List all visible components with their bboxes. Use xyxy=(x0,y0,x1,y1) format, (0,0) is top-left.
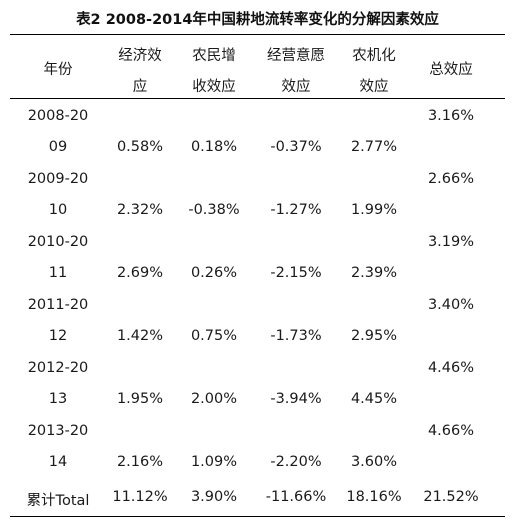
row-econ-effect: 2.69% xyxy=(116,265,164,281)
row-year-start: 2008-20 xyxy=(27,108,89,124)
row-will-effect: -1.73% xyxy=(270,328,322,344)
summary-mech: 18.16% xyxy=(346,489,402,505)
row-total-effect: 3.19% xyxy=(427,234,475,250)
row-year-start: 2010-20 xyxy=(27,234,89,250)
row-year-end: 13 xyxy=(48,391,68,407)
row-mech-effect: 3.60% xyxy=(350,454,398,470)
row-total-effect: 3.16% xyxy=(427,108,475,124)
row-econ-effect: 2.32% xyxy=(116,202,164,218)
row-farmer-effect: 0.75% xyxy=(190,328,238,344)
row-mech-effect: 2.39% xyxy=(350,265,398,281)
row-econ-effect: 2.16% xyxy=(116,454,164,470)
row-econ-effect: 0.58% xyxy=(116,139,164,155)
table-caption: 表2 2008-2014年中国耕地流转率变化的分解因素效应 xyxy=(76,12,439,28)
summary-will: -11.66% xyxy=(265,489,327,505)
row-econ-effect: 1.42% xyxy=(116,328,164,344)
header-will-line2: 效应 xyxy=(281,79,311,95)
header-farmer-line1: 农民增 xyxy=(192,48,236,64)
header-rule xyxy=(10,98,505,99)
row-year-start: 2013-20 xyxy=(27,423,89,439)
header-will-line1: 经营意愿 xyxy=(267,48,325,64)
row-year-end: 11 xyxy=(48,265,68,281)
row-year-end: 09 xyxy=(48,139,68,155)
row-year-end: 10 xyxy=(48,202,68,218)
row-mech-effect: 2.77% xyxy=(350,139,398,155)
header-econ-line1: 经济效 xyxy=(118,48,162,64)
header-mech-line2: 效应 xyxy=(359,79,389,95)
row-mech-effect: 1.99% xyxy=(350,202,398,218)
row-farmer-effect: 0.18% xyxy=(190,139,238,155)
summary-total: 21.52% xyxy=(423,489,479,505)
summary-econ: 11.12% xyxy=(112,489,168,505)
row-year-end: 14 xyxy=(48,454,68,470)
row-total-effect: 3.40% xyxy=(427,297,475,313)
row-farmer-effect: 2.00% xyxy=(190,391,238,407)
row-total-effect: 4.66% xyxy=(427,423,475,439)
row-farmer-effect: 1.09% xyxy=(190,454,238,470)
row-year-start: 2011-20 xyxy=(27,297,89,313)
row-will-effect: -0.37% xyxy=(270,139,322,155)
row-will-effect: -1.27% xyxy=(270,202,322,218)
header-econ-line2: 应 xyxy=(132,79,148,95)
summary-farmer: 3.90% xyxy=(190,489,238,505)
row-farmer-effect: -0.38% xyxy=(188,202,240,218)
header-total: 总效应 xyxy=(429,62,473,78)
row-will-effect: -2.15% xyxy=(270,265,322,281)
row-will-effect: -2.20% xyxy=(270,454,322,470)
row-mech-effect: 2.95% xyxy=(350,328,398,344)
row-will-effect: -3.94% xyxy=(270,391,322,407)
row-mech-effect: 4.45% xyxy=(350,391,398,407)
row-total-effect: 4.46% xyxy=(427,360,475,376)
row-year-start: 2009-20 xyxy=(27,171,89,187)
summary-label: 累计Total xyxy=(26,493,90,509)
row-farmer-effect: 0.26% xyxy=(190,265,238,281)
row-econ-effect: 1.95% xyxy=(116,391,164,407)
header-farmer-line2: 收效应 xyxy=(192,79,236,95)
header-mech-line1: 农机化 xyxy=(352,48,396,64)
row-year-start: 2012-20 xyxy=(27,360,89,376)
top-rule xyxy=(10,34,505,35)
bottom-rule xyxy=(10,516,505,517)
row-total-effect: 2.66% xyxy=(427,171,475,187)
header-year: 年份 xyxy=(43,62,73,78)
row-year-end: 12 xyxy=(48,328,68,344)
